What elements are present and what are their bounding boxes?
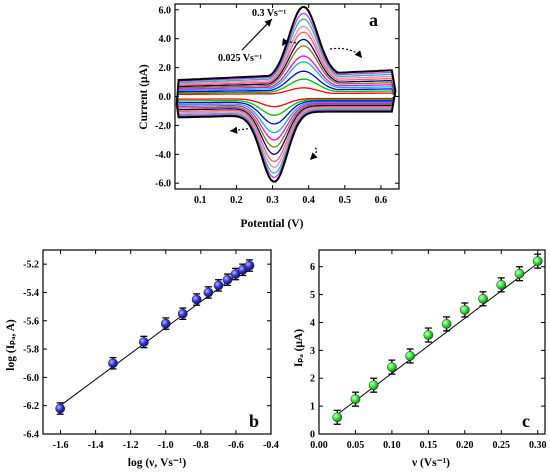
data-point xyxy=(203,287,214,298)
panel-c-frame xyxy=(318,249,546,435)
data-point xyxy=(405,351,415,361)
reverse-scan-arrow-left xyxy=(229,126,253,134)
y-tick-label: 3 xyxy=(310,346,315,357)
data-point xyxy=(244,260,255,271)
data-point xyxy=(423,330,434,340)
annotation-max-rate: 0.3 Vs⁻¹ xyxy=(252,8,286,19)
x-tick-label: -1.0 xyxy=(158,440,174,451)
scan-rate-arrow xyxy=(241,18,273,51)
annotation-min-rate: 0.025 Vs⁻¹ xyxy=(218,53,262,64)
fit-line xyxy=(336,262,539,415)
x-tick-label: 0.15 xyxy=(420,440,438,451)
x-tick-label: 0.30 xyxy=(529,440,547,451)
panel-a-ylabel: Current (μA) xyxy=(138,64,150,130)
x-tick-label: -1.6 xyxy=(53,440,69,451)
y-tick-label: 5 xyxy=(310,290,315,301)
panel-b-ylabel: log (Iₚₐ, A) xyxy=(5,319,17,371)
panel-a-ticks: 0.1 0.2 0.3 0.4 0.5 0.6 -6.0 -4.0 -2.0 0.0 2.0 4.0 6… xyxy=(155,4,399,206)
y-tick-label: -2.0 xyxy=(155,121,171,132)
panel-a-voltammograms xyxy=(175,5,397,183)
x-tick-label: -1.4 xyxy=(88,440,104,451)
cv-curve xyxy=(175,5,397,183)
y-tick-label: -4.0 xyxy=(155,150,171,161)
x-tick-label: -0.8 xyxy=(193,440,209,451)
panel-b-ticks: -1.6 -1.4 -1.2 -1.0 -0.8 -0.6 -0.4 -6.4 -6.2 -6.0… xyxy=(23,250,279,451)
y-tick-label: -5.8 xyxy=(23,345,39,356)
data-point xyxy=(459,305,470,315)
y-tick-label: -6.0 xyxy=(23,373,39,384)
data-point xyxy=(478,293,488,304)
panel-b: log (Iₚₐ, A) log (ν, Vs⁻¹) -1.6 -1.4 -1.2-… xyxy=(5,249,279,469)
y-tick-label: -6.2 xyxy=(23,401,39,412)
panel-c-ylabel: Iₚₐ (μA) xyxy=(293,329,305,367)
data-point xyxy=(213,280,224,291)
y-tick-label: 0 xyxy=(310,430,315,441)
x-tick-label: -1.2 xyxy=(123,440,139,451)
y-tick-label: -5.4 xyxy=(23,288,39,299)
data-point xyxy=(55,403,66,414)
y-tick-label: 4.0 xyxy=(159,34,172,45)
reverse-scan-arrow-right xyxy=(309,147,318,161)
x-tick-label: 0.3 xyxy=(266,195,279,206)
x-tick-label: 0.6 xyxy=(375,195,388,206)
data-point xyxy=(222,274,233,285)
x-tick-label: 0.20 xyxy=(456,440,474,451)
x-tick-label: 0.00 xyxy=(310,440,328,451)
y-tick-label: -5.2 xyxy=(23,260,39,271)
panel-c-data xyxy=(332,253,543,425)
x-tick-label: 0.05 xyxy=(347,440,365,451)
y-tick-label: -6.0 xyxy=(155,179,171,190)
data-point xyxy=(441,319,452,329)
y-tick-label: 2 xyxy=(310,374,315,385)
data-point xyxy=(138,337,149,347)
data-point xyxy=(332,412,343,423)
data-point xyxy=(108,358,118,369)
y-tick-label: 0.0 xyxy=(159,92,172,103)
cv-curve xyxy=(176,12,397,179)
x-tick-label: -0.4 xyxy=(263,440,279,451)
data-point xyxy=(532,256,543,267)
data-point xyxy=(160,318,171,329)
x-tick-label: 0.4 xyxy=(302,195,315,206)
panel-b-label: b xyxy=(249,411,259,431)
x-tick-label: 0.1 xyxy=(194,195,207,206)
panel-b-frame xyxy=(42,249,272,435)
data-point xyxy=(496,279,507,290)
y-tick-label: 4 xyxy=(310,318,315,329)
panel-c-xlabel: ν (Vs⁻¹) xyxy=(411,457,450,469)
data-point xyxy=(514,268,525,279)
panel-b-xlabel: log (ν, Vs⁻¹) xyxy=(128,457,187,469)
panel-c-label: c xyxy=(522,411,530,431)
data-point xyxy=(191,294,202,305)
x-tick-label: 0.25 xyxy=(493,440,511,451)
x-tick-label: 0.10 xyxy=(383,440,401,451)
data-point xyxy=(368,380,379,391)
y-tick-label: 2.0 xyxy=(159,63,172,74)
data-point xyxy=(177,308,188,319)
panel-c: Iₚₐ (μA) ν (Vs⁻¹) 0.00 0.05 0.10 0.15 0.20 0.… xyxy=(293,249,546,469)
forward-scan-arrow xyxy=(329,47,363,59)
x-tick-label: 0.5 xyxy=(339,195,352,206)
data-point xyxy=(230,269,241,279)
panel-b-data xyxy=(55,259,255,415)
forward-scan-arrow-top xyxy=(281,38,297,47)
y-tick-label: -6.4 xyxy=(23,430,39,441)
data-point xyxy=(350,394,361,405)
x-tick-label: 0.2 xyxy=(230,195,243,206)
panel-a: Current (μA) Potential (V) 0.1 0.2 0.3 0.4 0… xyxy=(138,3,400,230)
y-tick-label: 1 xyxy=(310,402,315,413)
y-tick-label: 6.0 xyxy=(159,5,172,16)
y-tick-label: -5.6 xyxy=(23,316,39,327)
panel-a-frame xyxy=(174,3,400,190)
data-point xyxy=(387,362,397,372)
x-tick-label: -0.6 xyxy=(228,440,244,451)
panel-c-ticks: 0.00 0.05 0.10 0.15 0.20 0.25 0.30 0 1 2 3 4 5 6 xyxy=(310,250,546,451)
panel-a-xlabel: Potential (V) xyxy=(241,218,304,230)
cv-curve xyxy=(175,87,397,108)
y-tick-label: 6 xyxy=(310,262,315,273)
panel-a-label: a xyxy=(369,10,378,30)
fit-line xyxy=(59,262,254,407)
